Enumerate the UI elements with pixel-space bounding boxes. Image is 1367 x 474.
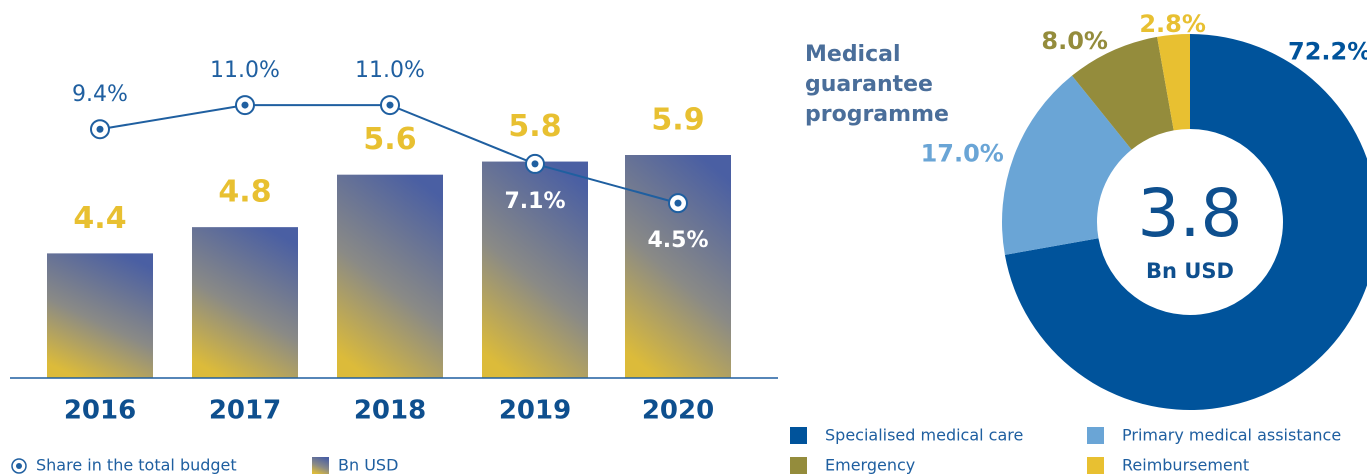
donut-segment	[1004, 34, 1367, 410]
pie-title: Medical guarantee programme	[805, 42, 949, 127]
donut-segment	[1157, 34, 1190, 131]
line-value-label: 9.4%	[72, 82, 128, 107]
x-tick-label: 2016	[64, 396, 136, 426]
bar-value-label: 5.8	[508, 109, 561, 144]
x-tick-label: 2020	[642, 396, 714, 426]
donut-value-label: 2.8%	[1139, 10, 1206, 38]
bar	[47, 253, 153, 378]
bar-value-label: 5.9	[651, 103, 704, 138]
donut-value-label: 72.2%	[1288, 37, 1367, 65]
donut-segment	[1002, 75, 1132, 255]
bar	[482, 161, 588, 378]
legend-marker-dot	[16, 463, 22, 469]
donut-center-value: 3.8	[1138, 175, 1243, 252]
line-value-label: 4.5%	[647, 228, 708, 253]
legend-label: Specialised medical care	[825, 426, 1023, 445]
line-point-dot	[386, 101, 394, 109]
legend-label: Share in the total budget	[36, 456, 237, 474]
donut-segment	[1071, 36, 1174, 150]
line-point-dot	[241, 101, 249, 109]
legend-label: Emergency	[825, 456, 915, 474]
legend-label: Bn USD	[338, 456, 398, 474]
line-value-label: 7.1%	[504, 189, 565, 214]
x-tick-label: 2019	[499, 396, 571, 426]
line-point-dot	[531, 160, 539, 168]
line-point-dot	[674, 199, 682, 207]
bar	[625, 155, 731, 378]
donut-center-label: Bn USD	[1146, 259, 1234, 283]
legend-label: Reimbursement	[1122, 456, 1249, 474]
bar-value-label: 5.6	[363, 122, 416, 157]
donut-value-label: 17.0%	[921, 140, 1004, 168]
x-tick-label: 2017	[209, 396, 281, 426]
legend-marker	[312, 457, 329, 474]
legend-marker	[790, 457, 807, 474]
line-value-label: 11.0%	[210, 58, 280, 83]
bar-value-label: 4.8	[218, 175, 271, 210]
line-point-dot	[96, 125, 104, 133]
x-tick-label: 2018	[354, 396, 426, 426]
legend-label: Primary medical assistance	[1122, 426, 1341, 445]
bar-value-label: 4.4	[73, 201, 126, 236]
legend-marker	[790, 427, 807, 444]
donut-value-label: 8.0%	[1041, 27, 1108, 55]
bar	[192, 227, 298, 378]
bar	[337, 174, 443, 378]
legend-marker	[1087, 457, 1104, 474]
line-value-label: 11.0%	[355, 58, 425, 83]
legend-marker	[1087, 427, 1104, 444]
